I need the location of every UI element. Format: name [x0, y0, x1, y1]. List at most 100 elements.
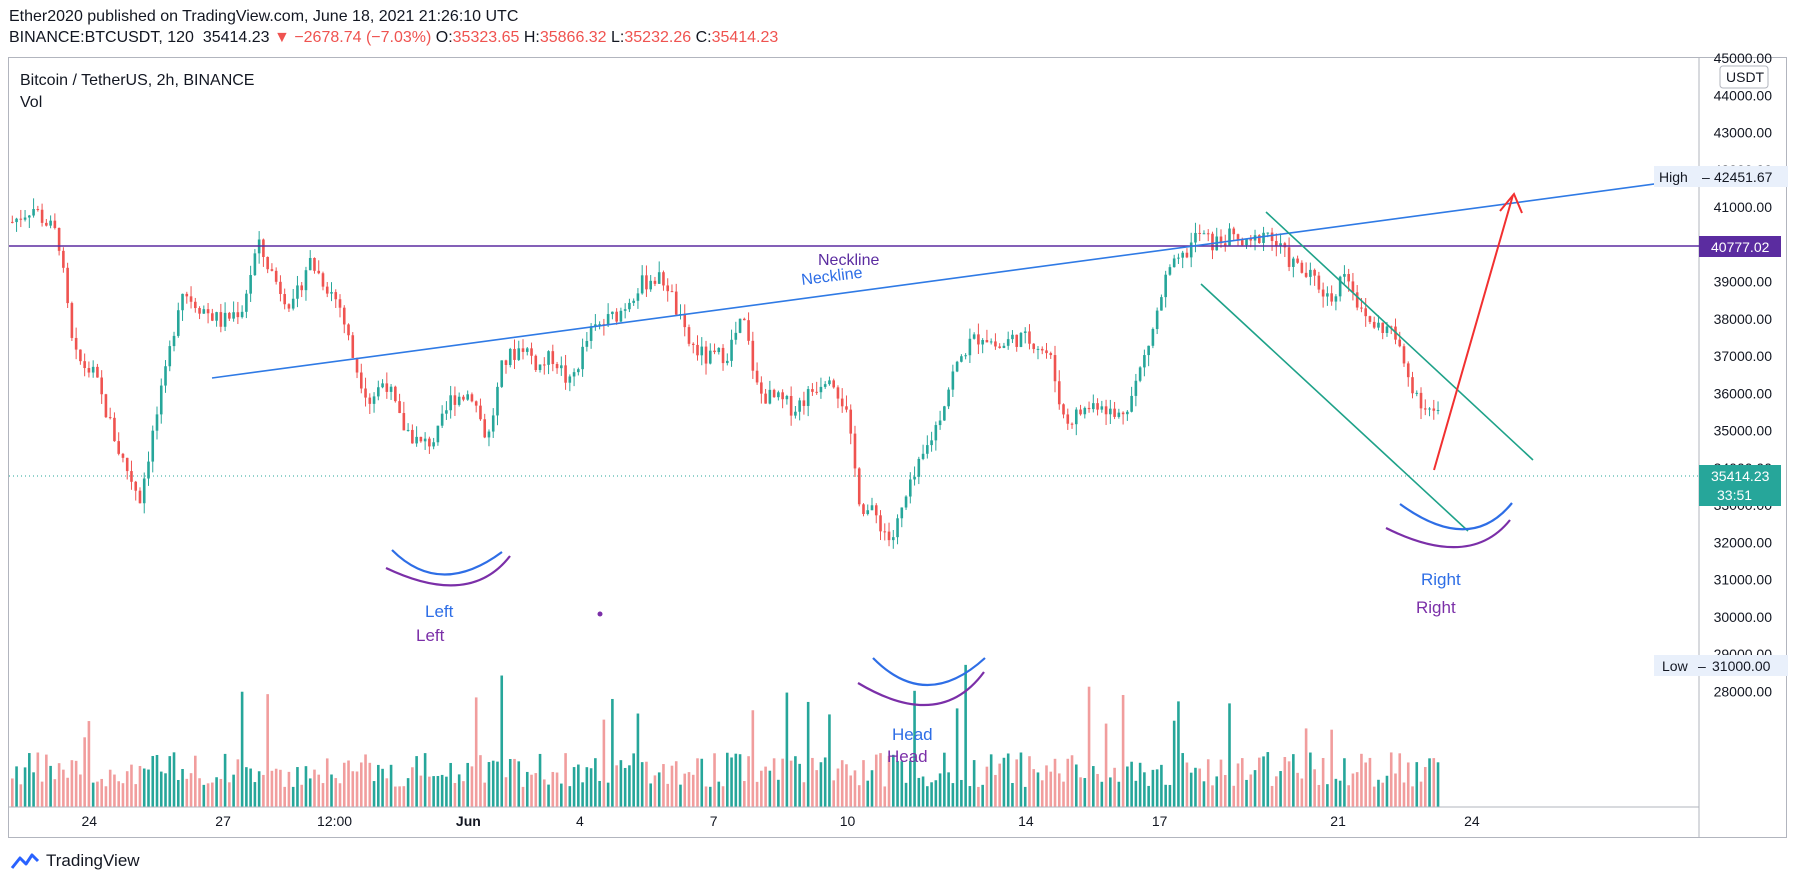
- candle: [1262, 226, 1265, 251]
- candle: [994, 333, 997, 350]
- candle: [917, 456, 921, 485]
- volume-bar: [611, 698, 614, 807]
- time-tick: 24: [81, 813, 97, 829]
- volume-bar: [1160, 764, 1163, 807]
- candle: [551, 344, 555, 372]
- candle: [1334, 294, 1338, 311]
- volume-bar: [398, 786, 401, 807]
- volume-bar: [1432, 758, 1436, 807]
- price-tick: 44000.00: [1714, 87, 1773, 103]
- volume-bar: [623, 767, 627, 807]
- candle: [270, 263, 274, 272]
- volume-bar: [66, 777, 69, 807]
- candle: [1287, 237, 1291, 272]
- candle: [1049, 351, 1053, 359]
- volume-bar: [1083, 778, 1087, 807]
- volume-bar: [819, 762, 823, 807]
- candle: [23, 210, 27, 222]
- volume-bar: [300, 784, 304, 807]
- candle: [1074, 407, 1078, 436]
- candle: [581, 338, 584, 377]
- candle: [491, 408, 495, 438]
- volume-bar: [236, 759, 240, 807]
- candle: [445, 401, 448, 420]
- candle: [1436, 401, 1440, 415]
- volume-bar: [36, 752, 40, 807]
- candle: [49, 215, 52, 229]
- candle: [751, 331, 755, 379]
- neckline-price-label: 40777.02: [1699, 236, 1781, 257]
- candle: [1432, 399, 1436, 420]
- candle: [760, 376, 763, 404]
- volume-bar: [704, 786, 708, 807]
- candle: [32, 198, 35, 218]
- candle: [440, 405, 444, 429]
- stray-dot: [597, 611, 603, 617]
- candle: [228, 311, 231, 321]
- volume-bar: [402, 786, 406, 807]
- volume-bar: [1270, 785, 1274, 807]
- candle: [1019, 331, 1023, 348]
- candle: [832, 378, 835, 389]
- candle: [147, 451, 150, 486]
- candle: [415, 426, 418, 447]
- chart-legend: Bitcoin / TetherUS, 2h, BINANCE Vol: [20, 70, 254, 114]
- head-curve-blue: [872, 657, 986, 687]
- volume-bar: [28, 753, 31, 807]
- candle: [377, 380, 380, 401]
- candle: [1292, 256, 1295, 278]
- price-tick: 28000.00: [1714, 683, 1773, 699]
- volume-bar: [1189, 772, 1193, 807]
- candle: [325, 282, 329, 298]
- price-tick: 43000.00: [1714, 125, 1773, 141]
- candle: [125, 457, 129, 480]
- candle: [887, 522, 891, 547]
- volume-bar: [1211, 785, 1214, 807]
- volume-bar: [891, 754, 895, 807]
- candle: [1138, 366, 1142, 383]
- volume-bar: [121, 783, 125, 807]
- candle: [96, 363, 99, 378]
- candle: [1398, 331, 1402, 348]
- candle: [240, 305, 244, 319]
- volume-bar: [70, 760, 74, 807]
- volume-bar: [449, 762, 452, 807]
- candle: [398, 393, 401, 414]
- volume-bar: [245, 767, 248, 807]
- candle: [764, 388, 767, 404]
- low-label-value: 31000.00: [1712, 658, 1771, 674]
- candle: [1100, 400, 1104, 413]
- candle: [1296, 255, 1299, 264]
- candle: [1062, 403, 1065, 419]
- candle: [785, 394, 789, 405]
- volume-bar: [743, 781, 746, 807]
- candle: [802, 391, 806, 415]
- volume-bar: [1079, 777, 1082, 807]
- volume-bar: [760, 770, 763, 807]
- volume-bar: [1172, 720, 1176, 807]
- candle: [525, 347, 529, 356]
- candle: [249, 265, 252, 302]
- volume-bar: [440, 774, 444, 807]
- volume-bar: [1249, 774, 1253, 807]
- neckline-label-blue: Neckline: [800, 265, 863, 289]
- candle: [159, 378, 163, 424]
- candle: [998, 343, 1001, 349]
- volume-bar: [181, 768, 184, 807]
- candle: [900, 507, 904, 528]
- candle: [947, 387, 950, 410]
- volume-bar: [104, 786, 108, 807]
- volume-bar: [1283, 757, 1287, 807]
- candle: [530, 342, 533, 365]
- candle: [696, 335, 699, 361]
- volume-bar: [240, 691, 244, 807]
- candle: [1317, 271, 1321, 294]
- candle: [704, 340, 708, 375]
- tradingview-footer[interactable]: TradingView: [10, 851, 140, 871]
- price-tick: 37000.00: [1714, 348, 1773, 364]
- volume-bar: [1279, 771, 1282, 807]
- volume-bar: [202, 784, 206, 807]
- volume-bar: [1381, 782, 1385, 807]
- currency-badge[interactable]: USDT: [1719, 65, 1769, 89]
